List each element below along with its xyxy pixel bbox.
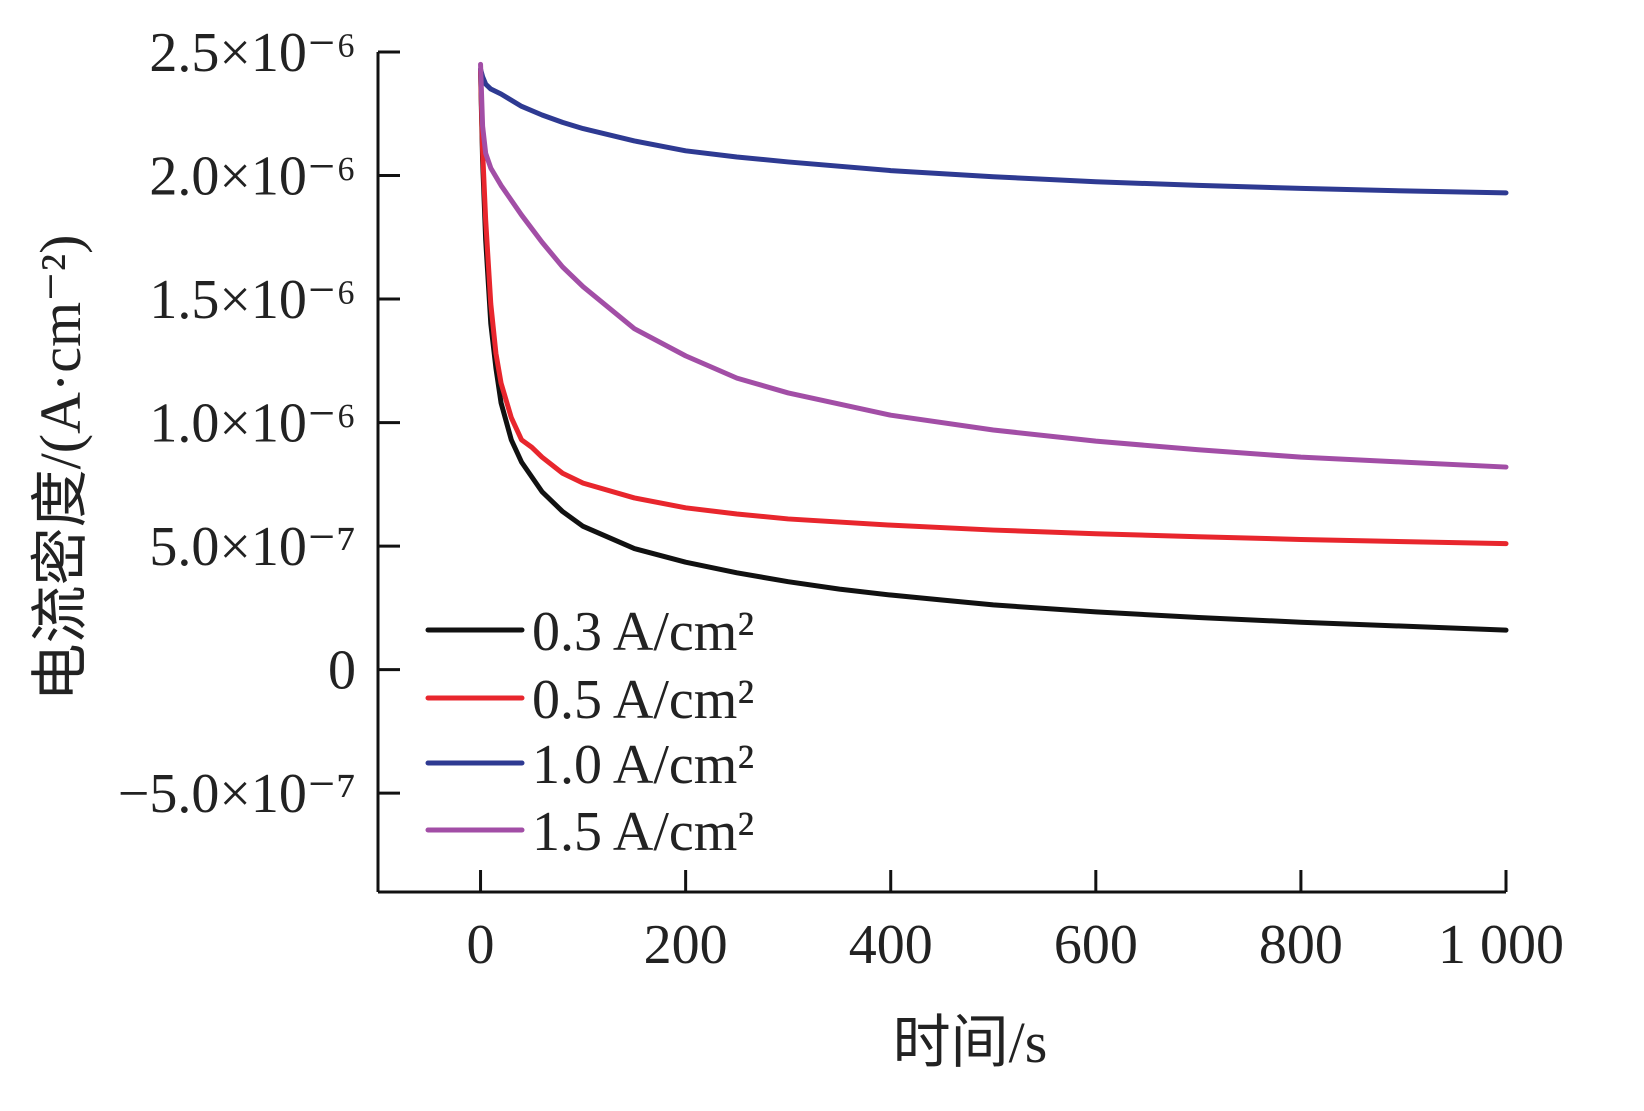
y-tick-label: 0 — [328, 640, 356, 702]
series-line-2 — [478, 66, 1509, 196]
legend-label: 1.5 A/cm² — [532, 801, 754, 863]
axes-group: −5.0×10⁻⁷ 0 5.0×10⁻⁷ 1.0×10⁻⁶ 1.5×10⁻⁶ 2.0×10… — [118, 22, 1564, 976]
legend-label: 0.5 A/cm² — [532, 669, 754, 731]
y-tick-label: −5.0×10⁻⁷ — [118, 763, 356, 825]
y-axis-label: 电流密度/(A·cm⁻²) — [28, 235, 93, 702]
x-tick-label: 600 — [1054, 914, 1138, 976]
legend-label: 1.0 A/cm² — [532, 734, 754, 796]
series-line-1 — [478, 66, 1509, 547]
y-tick-label: 1.5×10⁻⁶ — [149, 269, 356, 331]
y-tick-label: 1.0×10⁻⁶ — [149, 393, 356, 455]
x-tick-label: 0 — [467, 914, 495, 976]
series-line-0 — [478, 69, 1509, 633]
x-tick-label: 1 000 — [1438, 914, 1564, 976]
y-tick-label: 5.0×10⁻⁷ — [149, 516, 356, 578]
x-axis-label: 时间/s — [893, 1010, 1048, 1075]
series-line-3 — [478, 61, 1509, 470]
y-tick-label: 2.0×10⁻⁶ — [149, 146, 356, 208]
label-group: 时间/s 电流密度/(A·cm⁻²) — [28, 235, 1047, 1075]
x-tick-label: 200 — [644, 914, 728, 976]
series-group — [478, 61, 1509, 633]
x-tick-label: 400 — [849, 914, 933, 976]
legend-label: 0.3 A/cm² — [532, 601, 754, 663]
x-tick-label: 800 — [1259, 914, 1343, 976]
y-tick-label: 2.5×10⁻⁶ — [149, 22, 356, 84]
